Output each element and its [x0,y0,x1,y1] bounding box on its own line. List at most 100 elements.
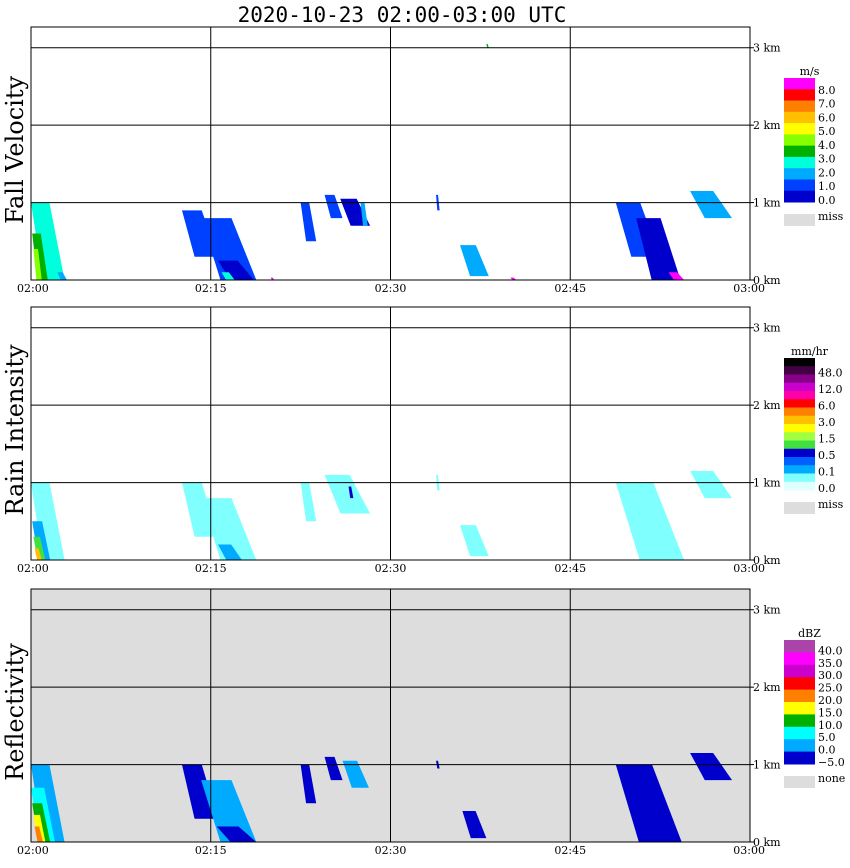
y-tick-label: 3 km [753,322,781,335]
colorbar-swatch [784,481,815,491]
colorbar-swatch [784,689,815,703]
x-tick-label: 02:00 [17,562,49,575]
colorbar-swatch [784,424,815,433]
echo-cell-13 [690,470,733,499]
colorbar-unit: dBZ [798,627,821,640]
panel-ylabel: Fall Velocity [1,76,29,225]
colorbar-missing-label: miss [818,498,844,511]
colorbar-swatch [784,123,815,135]
x-tick-label: 02:45 [554,282,586,295]
colorbar-label: 4.0 [818,139,836,152]
panel-ylabel: Reflectivity [1,643,29,781]
echo-layer [31,752,733,842]
colorbar-swatch [784,473,815,483]
colorbar-label: 12.0 [818,383,843,396]
echo-cell-4 [181,210,218,257]
echo-cell-6 [217,544,242,560]
echo-cell-7 [300,482,317,522]
echo-cell-6 [217,260,254,280]
colorbar-swatch [784,677,815,691]
echo-cell-6 [201,780,257,842]
colorbar-missing-label: none [818,772,845,785]
colorbar-swatch [784,726,815,740]
colorbar-label: 10.0 [818,719,843,732]
y-tick-label: 1 km [753,759,781,772]
echo-cell-12 [615,482,685,560]
colorbar-label: 6.0 [818,111,836,124]
x-tick-label: 02:30 [375,562,407,575]
colorbar: mm/hr 48.0 12.0 6.0 3.0 1.5 0.5 0.1 0.0 miss [784,345,844,514]
colorbar-label: −5.0 [818,756,845,769]
reflectivity-panel: 02:00 02:15 02:30 02:45 03:000 km 1 km 2 km 3 k… [1,588,845,857]
echo-cell-5 [181,764,218,819]
echo-cell-9 [324,756,343,781]
colorbar-swatch [784,739,815,753]
x-tick-label: 02:00 [17,282,49,295]
echo-cell-1 [32,233,48,280]
echo-cell-8 [300,764,317,804]
colorbar-swatch [784,432,815,441]
colorbar-label: 2.0 [818,166,836,179]
x-tick-label: 02:30 [375,844,407,857]
plot-frame [30,26,751,281]
echo-cell-12 [462,811,487,839]
echo-cell-4 [34,826,43,842]
colorbar-label: 8.0 [818,84,836,97]
echo-cell-7 [221,272,235,280]
echo-cell-14 [690,752,733,781]
colorbar-swatch [784,448,815,458]
panels: 02:00 02:15 02:30 02:45 03:000 km 1 km 2 km 3 k… [1,26,845,857]
colorbar-label: 0.0 [818,482,836,495]
echo-cell-5 [201,498,257,560]
y-tick-label: 2 km [753,119,781,132]
colorbar-unit: m/s [800,65,820,78]
echo-cell-1 [32,521,51,560]
echo-cell-4 [181,482,218,537]
colorbar-swatch [784,100,815,113]
colorbar-swatch [784,134,815,147]
y-tick-label: 0 km [753,274,781,287]
colorbar-swatch [784,407,815,417]
colorbar-label: 3.0 [818,416,836,429]
x-tick-label: 02:15 [195,844,227,857]
echo-cell-0 [31,482,65,560]
y-tick-label: 1 km [753,197,781,210]
colorbar-label: 3.0 [818,153,836,166]
colorbar-swatch [784,391,815,400]
echo-cell-5 [201,218,257,280]
colorbar-missing-swatch [784,502,815,514]
colorbar-label: 35.0 [818,657,843,670]
colorbar-label: 0.5 [818,449,836,462]
echo-cell-11 [460,525,489,557]
x-tick-label: 02:45 [554,844,586,857]
echo-cell-15 [486,43,489,48]
colorbar-swatch [784,366,815,375]
colorbar-swatch [784,190,815,203]
colorbar-swatch [784,399,815,408]
x-tick-label: 02:30 [375,282,407,295]
echo-cell-8 [324,474,371,514]
colorbar-label: 15.0 [818,706,843,719]
echo-cell-2 [33,536,46,560]
colorbar-label: 7.0 [818,98,836,111]
colorbar: dBZ 40.035.030.025.020.015.010.05.00.0−5.… [784,627,845,788]
colorbar-missing-swatch [784,776,815,788]
echo-cell-10 [342,760,369,788]
y-tick-label: 2 km [753,681,781,694]
echo-layer [31,470,733,560]
colorbar-swatch [784,714,815,728]
y-tick-label: 3 km [753,42,781,55]
colorbar-swatch [784,751,815,765]
colorbar-missing-label: miss [818,210,844,223]
echo-cell-7 [216,826,257,842]
echo-cell-9 [348,486,354,499]
colorbar-swatch [784,168,815,180]
y-tick-label: 2 km [753,399,781,412]
colorbar-label: 40.0 [818,644,843,657]
colorbar-swatch [784,664,815,678]
colorbar-swatch [784,465,815,474]
colorbar-swatch [784,382,815,392]
fall_velocity-panel: 02:00 02:15 02:30 02:45 03:000 km 1 km 2 km 3 k… [1,26,844,295]
x-tick-label: 03:00 [733,282,765,295]
